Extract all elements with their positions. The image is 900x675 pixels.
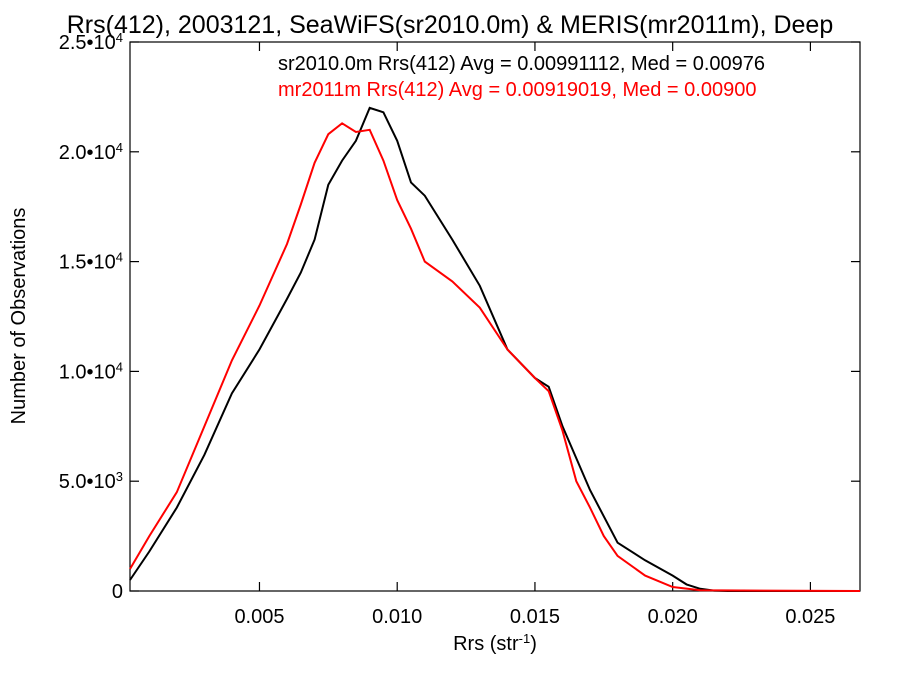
- stat-label-mr2011m: mr2011m Rrs(412) Avg = 0.00919019, Med =…: [278, 79, 756, 101]
- x-axis-ticks: 0.005 0.010 0.015 0.020 0.025: [234, 42, 835, 628]
- x-axis-label-text: Rrs (str: [453, 633, 519, 655]
- legend-stats: sr2010.0m Rrs(412) Avg = 0.00991112, Med…: [278, 53, 765, 101]
- y-tick-label: 5.0•103: [59, 469, 123, 494]
- x-axis-label-superscript: -1: [519, 631, 531, 646]
- y-tick-label-base: 5.0•10: [59, 471, 116, 493]
- y-tick-label: 2.0•104: [59, 139, 123, 164]
- y-tick-label-base: 0: [112, 581, 123, 603]
- y-tick-label-exponent: 4: [116, 359, 123, 374]
- y-tick-label-exponent: 4: [116, 30, 123, 45]
- y-axis-label: Number of Observations: [8, 208, 30, 425]
- x-tick-label: 0.010: [372, 606, 422, 628]
- y-tick-label-exponent: 4: [116, 139, 123, 154]
- y-tick-label-exponent: 3: [116, 469, 123, 484]
- y-tick-label-base: 2.0•10: [59, 142, 116, 164]
- y-tick-label: 2.5•104: [59, 30, 123, 55]
- series-line-mr2011m: [129, 122, 861, 592]
- y-tick-label-exponent: 4: [116, 249, 123, 264]
- y-tick-label-base: 1.0•10: [59, 361, 116, 383]
- x-tick-label: 0.025: [785, 606, 835, 628]
- x-tick-label: 0.020: [648, 606, 698, 628]
- plot-frame: [129, 41, 861, 592]
- series-line-sr2010.0m: [129, 106, 860, 592]
- x-axis-label: Rrs (str-1): [453, 631, 537, 656]
- y-tick-label: 1.0•104: [59, 359, 123, 384]
- chart-title: Rrs(412), 2003121, SeaWiFS(sr2010.0m) & …: [67, 11, 833, 39]
- y-tick-label-base: 2.5•10: [59, 32, 116, 54]
- x-axis-label-close: ): [530, 633, 537, 655]
- stat-label-sr2010.0m: sr2010.0m Rrs(412) Avg = 0.00991112, Med…: [278, 53, 765, 75]
- series-lines: [129, 106, 861, 592]
- x-tick-label: 0.005: [234, 606, 284, 628]
- y-tick-label: 1.5•104: [59, 249, 123, 274]
- y-tick-label-base: 1.5•10: [59, 252, 116, 274]
- x-tick-label: 0.015: [510, 606, 560, 628]
- y-tick-label: 0: [112, 581, 123, 603]
